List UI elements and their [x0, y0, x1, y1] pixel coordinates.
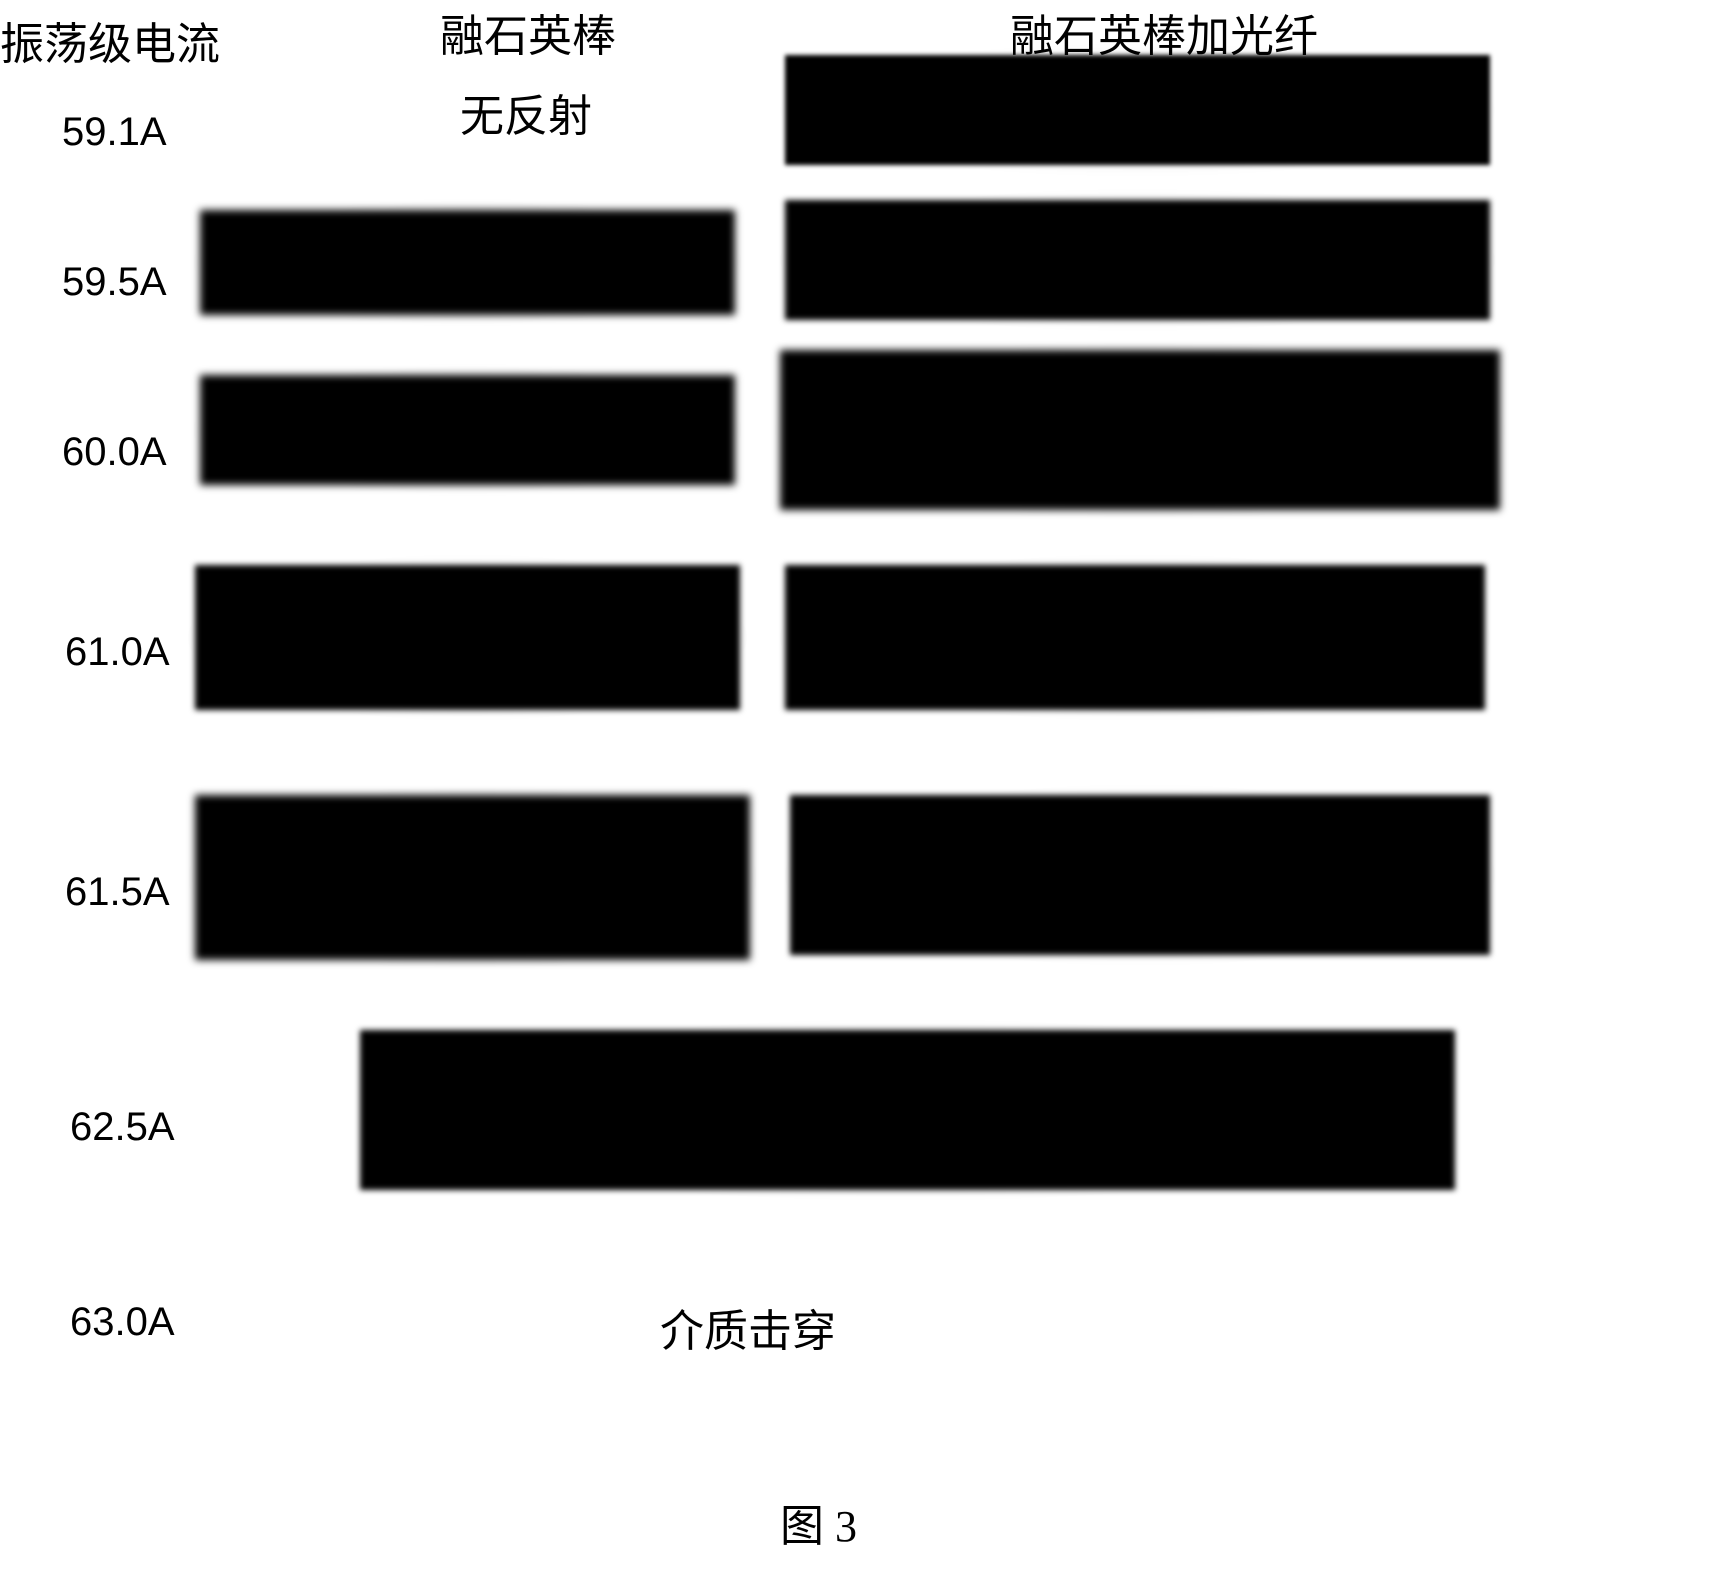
col1-bar	[200, 210, 735, 315]
col1-text: 无反射	[460, 80, 592, 144]
col1-bar	[195, 565, 740, 710]
figure-caption: 图 3	[780, 1490, 857, 1554]
merged-bar	[360, 1030, 1455, 1190]
col1-bar	[200, 375, 735, 485]
row-label: 60.0A	[62, 430, 167, 475]
col2-bar	[790, 795, 1490, 955]
col1-bar	[195, 795, 750, 960]
col1-header: 融石英棒	[440, 0, 616, 64]
row-label: 61.0A	[65, 630, 170, 675]
row-label: 59.5A	[62, 260, 167, 305]
col2-bar	[785, 55, 1490, 165]
row-label: 62.5A	[70, 1105, 175, 1150]
row-label: 59.1A	[62, 110, 167, 155]
row-label: 61.5A	[65, 870, 170, 915]
left-axis-label: 振荡级电流	[0, 8, 220, 72]
merged-text: 介质击穿	[660, 1295, 836, 1359]
col2-bar	[780, 350, 1500, 510]
row-label: 63.0A	[70, 1300, 175, 1345]
col2-bar	[785, 200, 1490, 320]
col2-bar	[785, 565, 1485, 710]
